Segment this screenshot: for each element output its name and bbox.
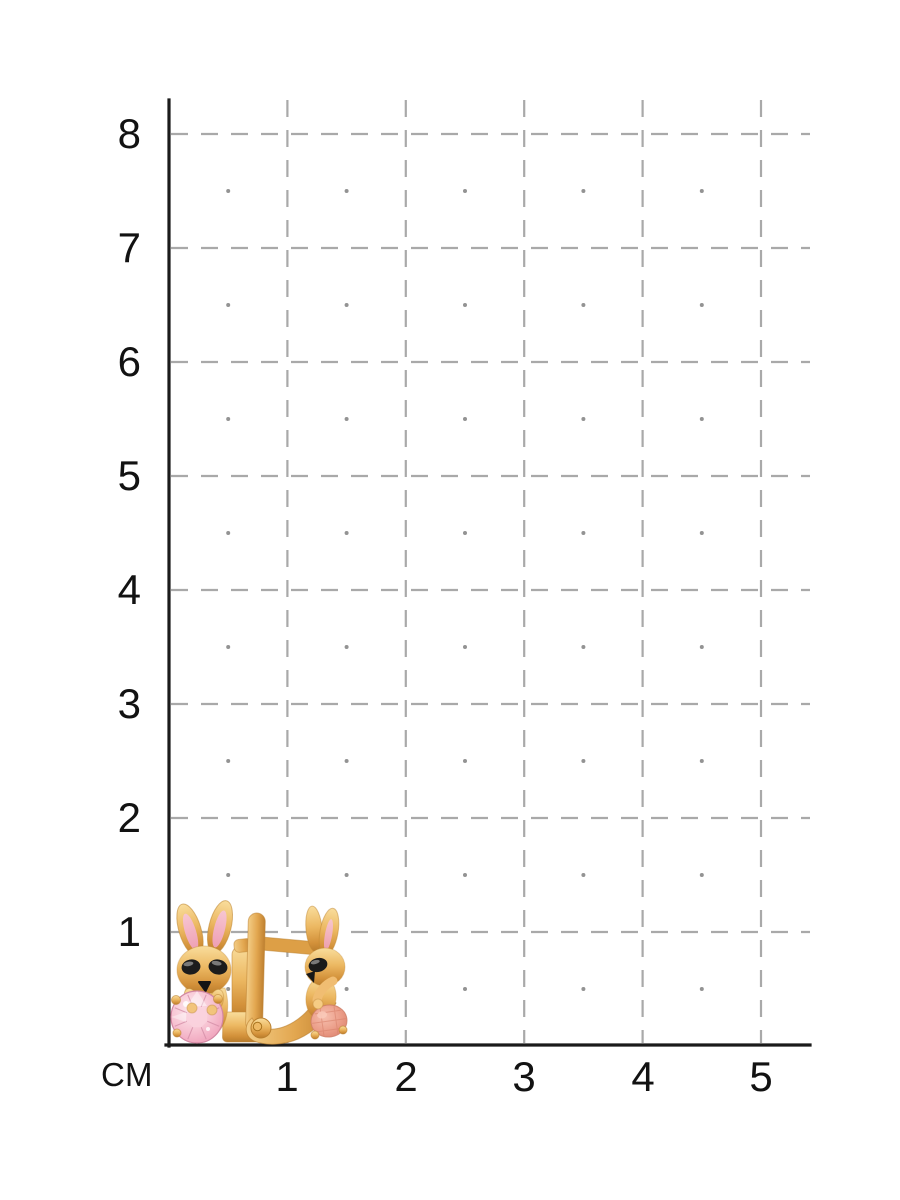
earring-front-view <box>170 900 262 1044</box>
x-axis-label-3: 3 <box>512 1053 536 1100</box>
bunny-profile-arm <box>312 976 338 1005</box>
y-axis-label-8: 8 <box>117 110 141 157</box>
gem-prong <box>213 994 223 1004</box>
y-axis-label-6: 6 <box>117 338 141 385</box>
x-axis-label-2: 2 <box>394 1053 418 1100</box>
product-image-earrings <box>170 900 348 1045</box>
x-axis-label-5: 5 <box>749 1053 773 1100</box>
x-axis-label-4: 4 <box>631 1053 655 1100</box>
y-axis-label-1: 1 <box>117 908 141 955</box>
bunny-right-ear <box>206 900 234 954</box>
bunny-profile-paw <box>312 998 324 1010</box>
bunny-paw <box>206 1004 218 1016</box>
clasp-post <box>245 912 266 1032</box>
y-axis-label-4: 4 <box>117 566 141 613</box>
pink-gem-side <box>310 1004 348 1040</box>
bunny-right-eye <box>208 959 228 975</box>
bunny-profile-eye <box>308 957 328 973</box>
clasp-hinge <box>250 1017 272 1039</box>
gem-prong <box>172 1028 182 1038</box>
bunny-left-eye <box>181 959 201 975</box>
x-axis-label-1: 1 <box>275 1053 299 1100</box>
bunny-profile-nose <box>306 971 315 983</box>
grid-lines <box>171 100 810 1043</box>
bunny-paw <box>186 1002 198 1014</box>
bunny-nose <box>198 981 211 992</box>
gem-prong <box>171 995 181 1005</box>
gem-prong <box>310 1030 320 1040</box>
earring-side-view <box>233 905 348 1045</box>
x-axis-unit-label: СМ <box>101 1056 153 1093</box>
gem-prong <box>338 1025 348 1035</box>
y-axis-label-7: 7 <box>117 224 141 271</box>
y-axis-label-3: 3 <box>117 680 141 727</box>
y-axis-label-5: 5 <box>117 452 141 499</box>
y-axis-label-2: 2 <box>117 794 141 841</box>
pink-gem-front <box>170 990 224 1044</box>
